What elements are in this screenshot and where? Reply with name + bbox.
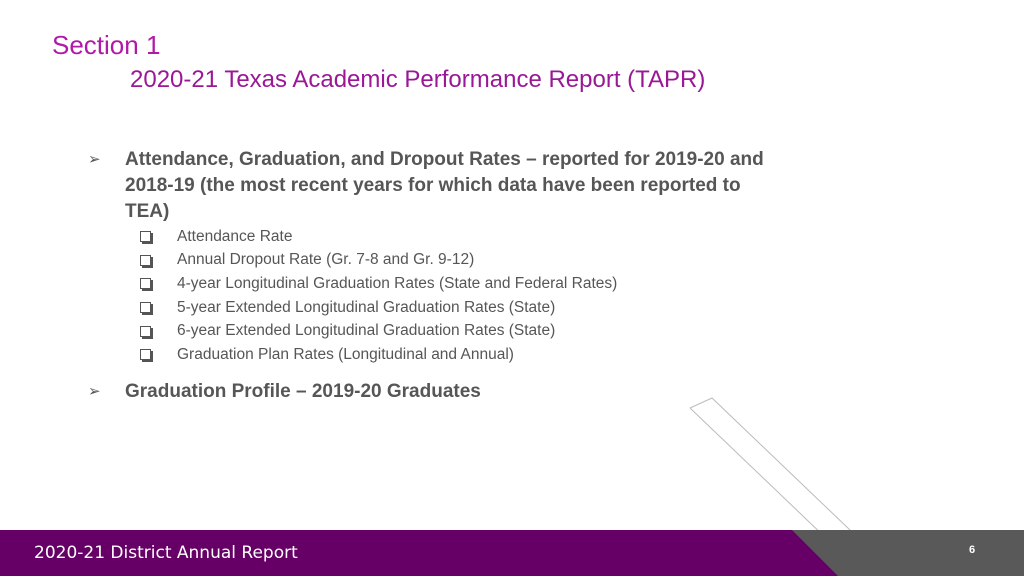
page-subtitle: 2020-21 Texas Academic Performance Repor…	[130, 66, 706, 93]
checkbox-bullet-icon	[140, 349, 153, 363]
sub-bullet-item: Attendance Rate	[140, 225, 868, 249]
sub-bullet-text: Attendance Rate	[177, 227, 293, 245]
checkbox-bullet-icon	[140, 231, 153, 245]
main-bullet-text: Attendance, Graduation, and Dropout Rate…	[125, 147, 764, 225]
page-number: 6	[969, 544, 976, 556]
bullet-attendance-graduation: ➢ Attendance, Graduation, and Dropout Ra…	[88, 147, 868, 367]
sub-bullet-item: 4-year Longitudinal Graduation Rates (St…	[140, 272, 868, 296]
sub-bullet-list: Attendance Rate Annual Dropout Rate (Gr.…	[88, 225, 868, 367]
bullet-graduation-profile: ➢ Graduation Profile – 2019-20 Graduates	[88, 379, 868, 405]
sub-bullet-text: 5-year Extended Longitudinal Graduation …	[177, 298, 556, 316]
sub-bullet-text: Annual Dropout Rate (Gr. 7-8 and Gr. 9-1…	[177, 251, 475, 269]
footer-report-title: 2020-21 District Annual Report	[34, 543, 298, 563]
section-title: Section 1	[52, 30, 161, 60]
main-bullet-text: Graduation Profile – 2019-20 Graduates	[125, 381, 481, 402]
checkbox-bullet-icon	[140, 325, 153, 339]
checkbox-bullet-icon	[140, 254, 153, 268]
main-bullet-row: ➢ Graduation Profile – 2019-20 Graduates	[88, 379, 868, 405]
checkbox-bullet-icon	[140, 278, 153, 292]
sub-bullet-text: 6-year Extended Longitudinal Graduation …	[177, 322, 556, 340]
sub-bullet-item: Annual Dropout Rate (Gr. 7-8 and Gr. 9-1…	[140, 249, 868, 273]
sub-bullet-item: Graduation Plan Rates (Longitudinal and …	[140, 343, 868, 367]
sub-bullet-item: 5-year Extended Longitudinal Graduation …	[140, 296, 868, 320]
main-bullet-line-2: 2018-19 (the most recent years for which…	[125, 175, 741, 196]
checkbox-bullet-icon	[140, 302, 153, 316]
arrow-bullet-icon: ➢	[88, 383, 101, 400]
arrow-bullet-icon: ➢	[88, 151, 101, 168]
footer-grey-panel	[792, 530, 1024, 576]
sub-bullet-text: 4-year Longitudinal Graduation Rates (St…	[177, 274, 618, 292]
main-bullet-line-1: Attendance, Graduation, and Dropout Rate…	[125, 149, 764, 170]
sub-bullet-item: 6-year Extended Longitudinal Graduation …	[140, 319, 868, 343]
main-bullet-row: ➢ Attendance, Graduation, and Dropout Ra…	[88, 147, 868, 225]
main-bullet-line-3: TEA)	[125, 201, 170, 222]
footer-bar: 2020-21 District Annual Report 6	[0, 530, 1024, 576]
sub-bullet-text: Graduation Plan Rates (Longitudinal and …	[177, 345, 514, 363]
